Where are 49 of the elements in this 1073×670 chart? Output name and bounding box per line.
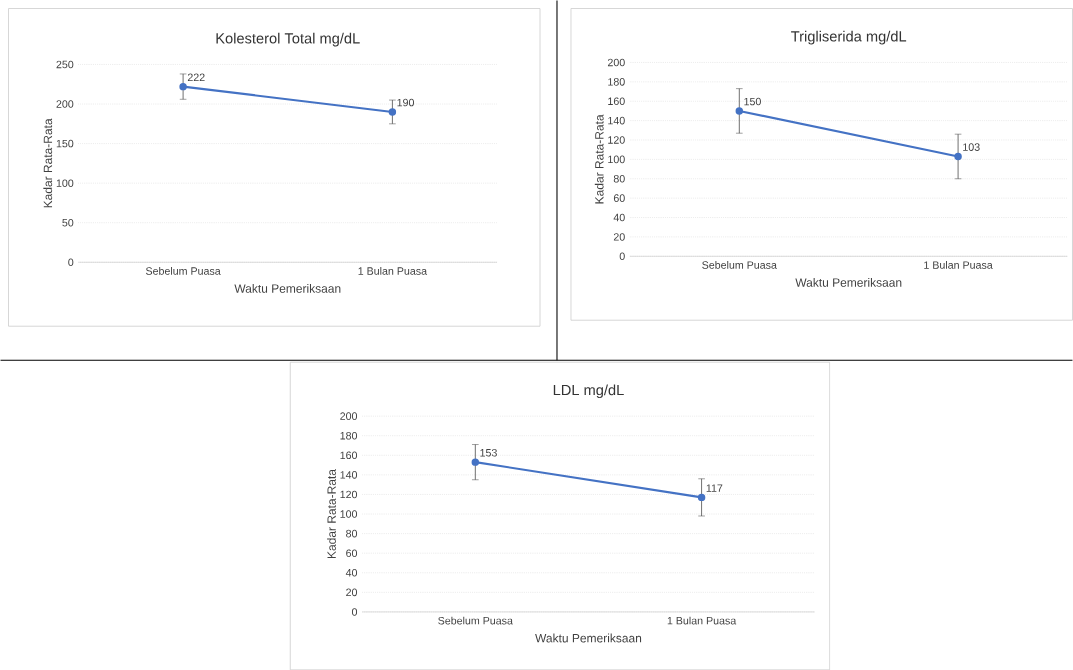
y-tick-label: 60 bbox=[613, 194, 625, 202]
y-tick-label: 160 bbox=[340, 451, 358, 459]
y-tick-label: 120 bbox=[608, 136, 625, 144]
y-tick-label: 140 bbox=[608, 116, 625, 125]
y-tick-label: 180 bbox=[608, 77, 625, 86]
chart-title: LDL mg/dL bbox=[553, 384, 624, 398]
y-tick-label: 200 bbox=[340, 412, 358, 420]
y-tick-label: 160 bbox=[608, 97, 625, 105]
y-tick-label: 150 bbox=[56, 139, 74, 148]
y-tick-label: 80 bbox=[346, 529, 358, 538]
data-label: 190 bbox=[397, 98, 415, 107]
data-label: 117 bbox=[706, 484, 723, 492]
x-tick-label: Sebelum Puasa bbox=[702, 260, 777, 269]
y-axis-title: Kadar Rata-Rata bbox=[327, 468, 336, 558]
x-tick-label: Sebelum Puasa bbox=[145, 266, 221, 275]
y-tick-label: 100 bbox=[56, 179, 74, 187]
y-tick-label: 50 bbox=[62, 218, 74, 227]
y-tick-label: 20 bbox=[346, 588, 358, 596]
data-label: 222 bbox=[187, 73, 205, 81]
y-tick-label: 200 bbox=[607, 58, 625, 67]
chart-title: Trigliserida mg/dL bbox=[791, 30, 907, 45]
y-tick-label: 0 bbox=[68, 258, 74, 266]
x-axis-title: Waktu Pemeriksaan bbox=[795, 277, 902, 287]
y-tick-label: 140 bbox=[340, 470, 358, 479]
y-tick-label: 250 bbox=[56, 60, 74, 69]
data-label: 103 bbox=[963, 143, 980, 151]
x-tick-label: 1 Bulan Puasa bbox=[924, 260, 993, 269]
y-axis-title: Kadar Rata-Rata bbox=[43, 118, 53, 208]
x-tick-label: 1 Bulan Puasa bbox=[358, 266, 428, 275]
x-tick-label: Sebelum Puasa bbox=[438, 616, 513, 625]
y-tick-label: 180 bbox=[340, 431, 358, 440]
y-tick-label: 20 bbox=[613, 233, 625, 241]
y-tick-label: 100 bbox=[608, 155, 625, 164]
y-tick-label: 120 bbox=[340, 490, 358, 499]
y-tick-label: 80 bbox=[613, 174, 625, 183]
y-tick-label: 100 bbox=[340, 510, 358, 518]
y-tick-label: 60 bbox=[346, 549, 358, 557]
x-tick-label: 1 Bulan Puasa bbox=[667, 616, 737, 625]
x-axis-title: Waktu Pemeriksaan bbox=[234, 283, 341, 293]
data-label: 150 bbox=[744, 97, 761, 106]
data-label: 153 bbox=[480, 448, 497, 457]
chart-title: Kolesterol Total mg/dL bbox=[216, 32, 360, 47]
y-tick-label: 0 bbox=[619, 252, 625, 260]
y-tick-label: 40 bbox=[613, 213, 625, 222]
y-axis-title: Kadar Rata-Rata bbox=[594, 114, 604, 204]
x-axis-title: Waktu Pemeriksaan bbox=[535, 633, 642, 643]
y-tick-label: 200 bbox=[56, 100, 74, 108]
y-tick-label: 40 bbox=[345, 568, 358, 577]
y-tick-label: 0 bbox=[351, 608, 358, 616]
